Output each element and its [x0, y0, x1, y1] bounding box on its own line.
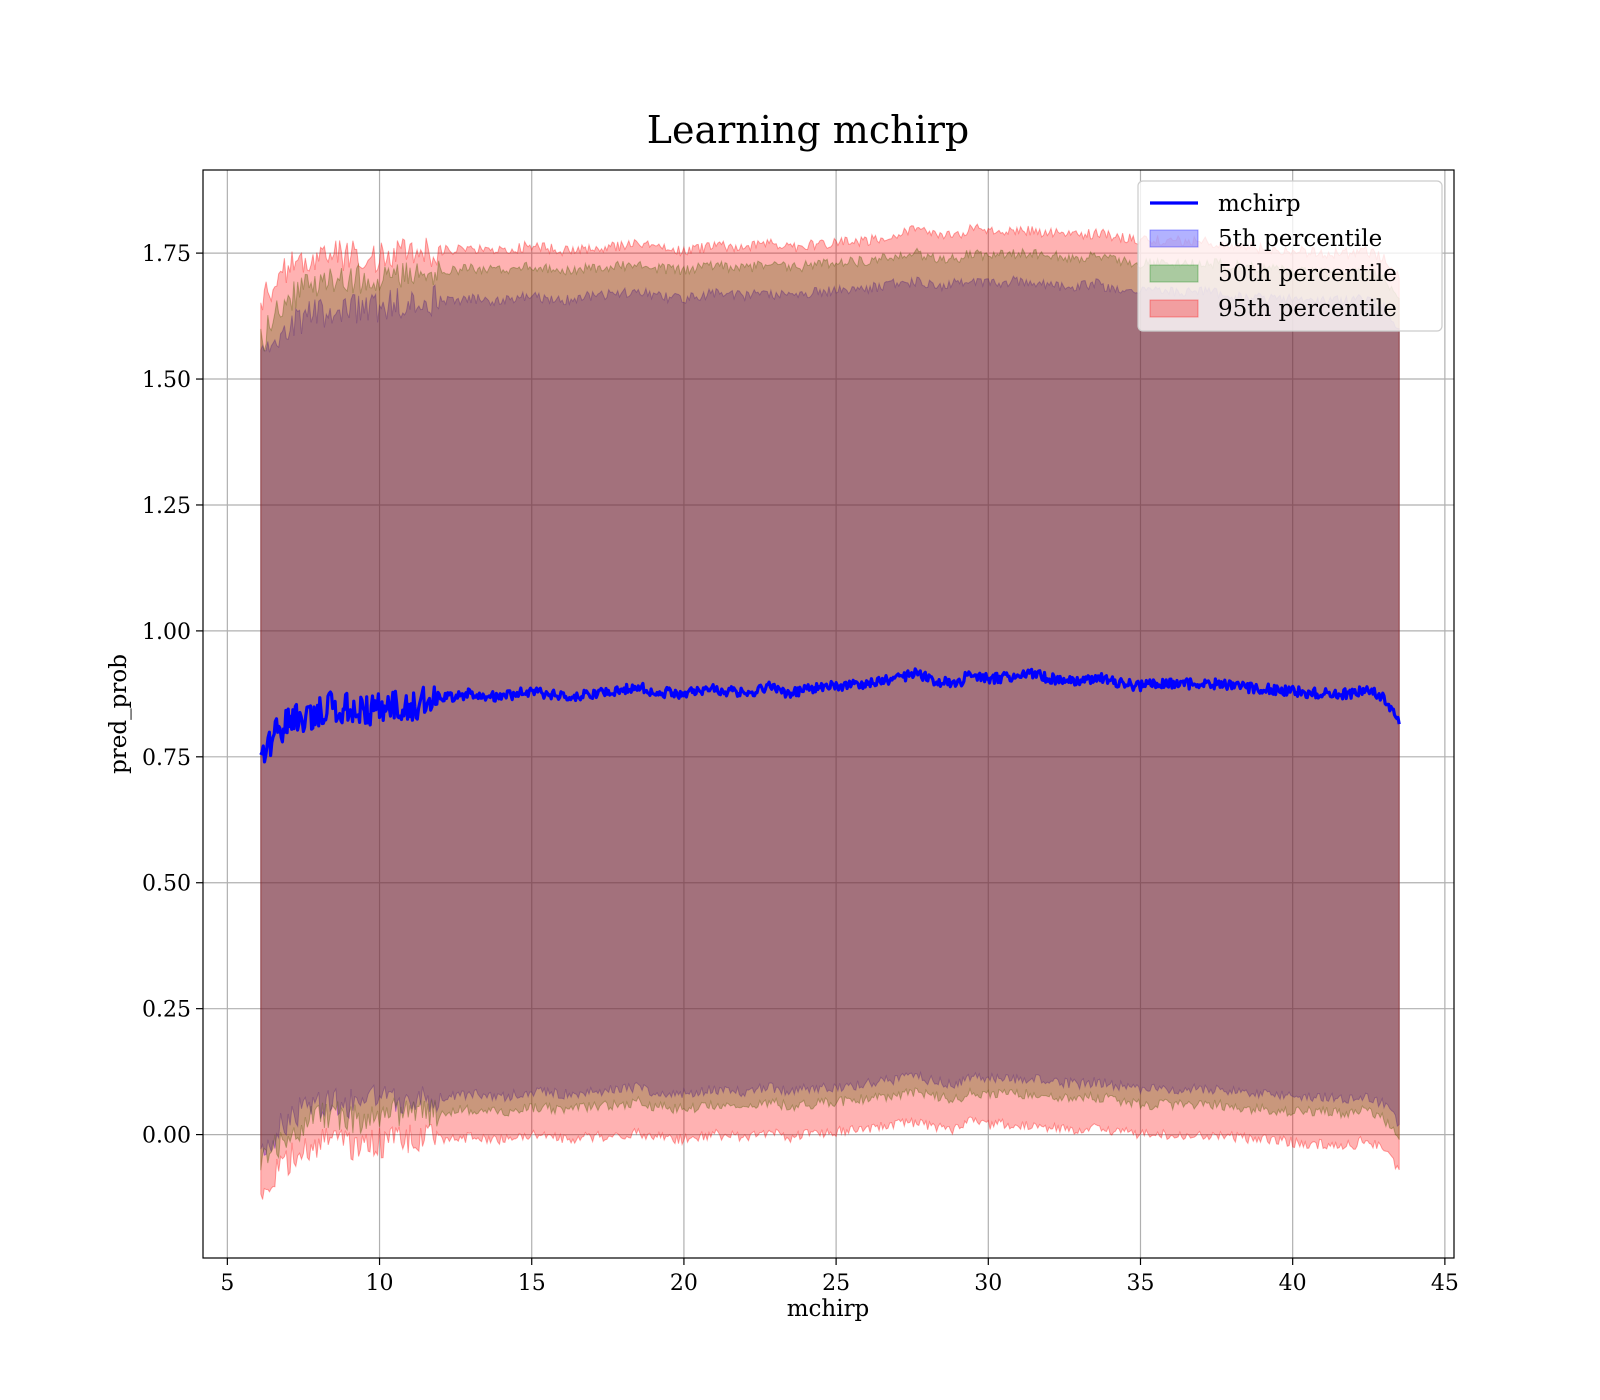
x-tick-label: 20 — [670, 1271, 698, 1296]
y-tick-label: 0.50 — [142, 872, 191, 897]
band-95th-percentile — [260, 223, 1400, 1200]
x-tick-label: 30 — [974, 1271, 1002, 1296]
legend-swatch-patch — [1149, 229, 1199, 248]
x-axis: 5 10 15 20 25 30 35 40 45 — [220, 1258, 1459, 1296]
plot-frame — [202, 169, 1455, 1259]
y-tick-label: 0.75 — [142, 746, 191, 771]
band-5th-percentile — [260, 275, 1400, 1157]
x-tick-label: 45 — [1431, 1271, 1459, 1296]
x-axis-label: mchirp — [787, 1296, 870, 1322]
x-tick-label: 15 — [518, 1271, 546, 1296]
y-tick-label: 1.25 — [142, 494, 191, 519]
band-50th-percentile — [260, 247, 1400, 1171]
y-tick-label: 0.00 — [142, 1124, 191, 1149]
x-tick-label: 5 — [220, 1271, 234, 1296]
y-axis: 0.00 0.25 0.50 0.75 1.00 1.25 1.50 1.75 — [142, 242, 203, 1149]
legend: mchirp 5th percentile 50th percentile 95th … — [1137, 180, 1443, 332]
band-layer — [260, 223, 1400, 1200]
y-tick-label: 1.50 — [142, 368, 191, 393]
legend-label: 95th percentile — [1218, 296, 1397, 322]
x-tick-label: 40 — [1279, 1271, 1307, 1296]
legend-label: 5th percentile — [1218, 226, 1382, 252]
y-tick-label: 1.00 — [142, 620, 191, 645]
x-tick-label: 25 — [822, 1271, 850, 1296]
line-layer — [259, 667, 1401, 764]
line-mchirp — [259, 667, 1401, 764]
x-tick-label: 10 — [366, 1271, 394, 1296]
legend-swatch-patch — [1149, 264, 1199, 283]
legend-label: 50th percentile — [1218, 261, 1397, 287]
chart-title: Learning mchirp — [647, 108, 969, 152]
legend-label: mchirp — [1218, 191, 1301, 217]
legend-box — [1137, 180, 1443, 332]
grid-lines — [203, 170, 1454, 1258]
y-tick-label: 0.25 — [142, 998, 191, 1023]
x-tick-label: 35 — [1126, 1271, 1154, 1296]
y-axis-label: pred_prob — [106, 654, 132, 774]
y-tick-label: 1.75 — [142, 242, 191, 267]
legend-swatch-patch — [1149, 299, 1199, 318]
